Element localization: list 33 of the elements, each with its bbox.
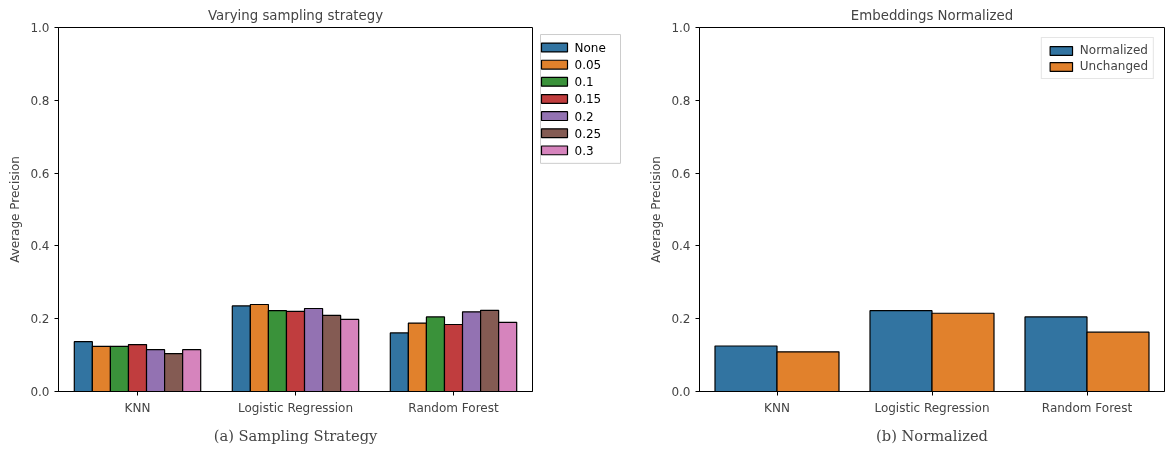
y-tick-label: 0.2: [671, 312, 691, 327]
x-tick-label: Random Forest: [408, 400, 499, 415]
y-tick-label: 0.4: [671, 239, 691, 254]
legend-label: 0.25: [574, 126, 602, 141]
text: (a) Sampling Strategy: [213, 426, 379, 444]
y-tick-label: 0.2: [30, 312, 50, 327]
legend-label: 0.15: [574, 92, 602, 107]
legend-label: None: [574, 40, 606, 55]
chart-title: Embeddings Normalized: [850, 7, 1014, 23]
legend-label: 0.2: [574, 109, 594, 124]
x-tick-label: Random Forest: [1041, 400, 1133, 415]
legend-label: 0.3: [574, 143, 594, 158]
y-tick-label: 0.8: [30, 93, 50, 108]
y-tick-label: 0.8: [671, 93, 691, 108]
legend-label: Unchanged: [1079, 59, 1148, 73]
y-axis-title: Average Precision: [649, 156, 664, 263]
legend-label: 0.05: [574, 58, 602, 73]
x-tick-label: KNN: [124, 400, 151, 415]
chart-title: Varying sampling strategy: [207, 7, 384, 23]
y-tick-label: 0.6: [30, 166, 50, 181]
x-tick-label: Logistic Regression: [874, 400, 990, 415]
x-tick-label: KNN: [764, 400, 790, 415]
y-tick-label: 1.0: [30, 21, 50, 35]
y-tick-label: 1.0: [671, 21, 691, 35]
y-tick-label: 0.0: [30, 385, 50, 399]
y-tick-label: 0.0: [671, 385, 691, 399]
y-axis-title: Average Precision: [8, 156, 23, 263]
y-tick-label: 0.4: [30, 239, 50, 254]
x-tick-label: Logistic Regression: [237, 400, 354, 415]
legend-label: Normalized: [1079, 43, 1148, 57]
legend-label: 0.1: [574, 75, 594, 90]
y-tick-label: 0.6: [671, 166, 691, 181]
text: (b) Normalized: [876, 426, 988, 444]
